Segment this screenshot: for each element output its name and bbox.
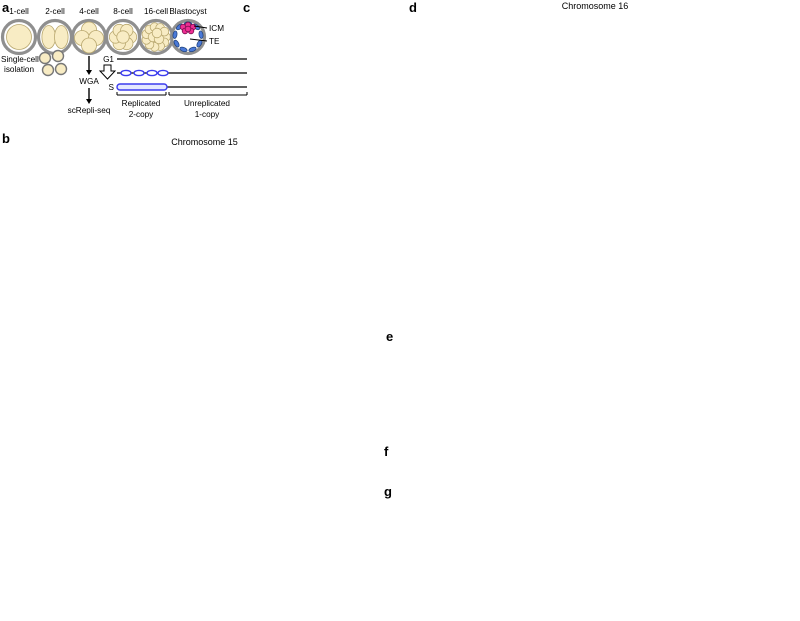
isolation-label: isolation <box>4 65 34 74</box>
replicated-segment-icon <box>116 83 168 91</box>
icm-label: ICM <box>209 24 224 33</box>
wga-label: WGA <box>79 77 99 86</box>
panel-label-d: d <box>409 0 417 15</box>
isolated-cell-icon <box>54 62 68 76</box>
panel-label-b: b <box>2 131 10 146</box>
replication-bubble-icon <box>146 69 158 77</box>
panel-label-a: a <box>2 0 10 15</box>
te-cell-icon <box>173 39 180 48</box>
te-label: TE <box>209 37 220 46</box>
stage-label: 1-cell <box>9 7 29 16</box>
panel-label-c: c <box>243 0 251 15</box>
replicated-label: 2-copy <box>129 110 154 119</box>
isolated-cell-icon <box>41 63 55 77</box>
panel-a: 1-cell 2-cell 4-cell 8-cell 16-cell Blastocys… <box>0 0 252 130</box>
screpliseq-label: scRepli-seq <box>68 106 111 115</box>
stage-label: Blastocyst <box>169 7 207 16</box>
te-pointer-line <box>189 38 208 42</box>
te-cell-icon <box>188 46 197 53</box>
cell-icon <box>81 37 97 54</box>
te-cell-icon <box>198 30 204 39</box>
isolated-cell-icon <box>38 51 52 65</box>
arrow-head-icon <box>86 70 92 75</box>
replication-bubble-icon <box>157 69 169 77</box>
panel-label-f: f <box>384 444 389 459</box>
stage-label: 2-cell <box>45 7 65 16</box>
chromosome-15-title: Chromosome 15 <box>171 137 238 147</box>
replication-bubble-icon <box>120 69 132 77</box>
cell-icon <box>151 27 163 39</box>
cell-icon <box>54 25 69 49</box>
stage-label: 4-cell <box>79 7 99 16</box>
arrow-head-icon <box>86 99 92 104</box>
panel-label-g: g <box>384 484 392 499</box>
unreplicated-bracket <box>168 92 248 96</box>
s-label: S <box>109 83 115 92</box>
icm-cell-icon <box>184 25 192 33</box>
icm-pointer-line <box>193 25 208 29</box>
te-cell-icon <box>172 30 178 39</box>
embryo-stages-diagram: 1-cell 2-cell 4-cell 8-cell 16-cell Blastocys… <box>0 7 248 119</box>
cell-icon <box>6 24 32 50</box>
cell-icon <box>41 25 56 49</box>
stage-label: 16-cell <box>144 7 168 16</box>
te-cell-icon <box>179 46 188 53</box>
unreplicated-label: 1-copy <box>195 110 220 119</box>
replicated-bracket <box>116 92 167 96</box>
isolation-label: Single-cell <box>1 55 39 64</box>
replicated-label: Replicated <box>122 99 161 108</box>
cell-icon <box>116 30 130 44</box>
chromosome-16-title: Chromosome 16 <box>561 1 629 11</box>
g1-s-arrow-icon <box>98 64 117 80</box>
unreplicated-label: Unreplicated <box>184 99 230 108</box>
panel-label-e: e <box>386 329 394 344</box>
isolated-cell-icon <box>51 49 65 63</box>
g1-label: G1 <box>103 55 114 64</box>
replication-bubble-icon <box>133 69 145 77</box>
stage-label: 8-cell <box>113 7 133 16</box>
